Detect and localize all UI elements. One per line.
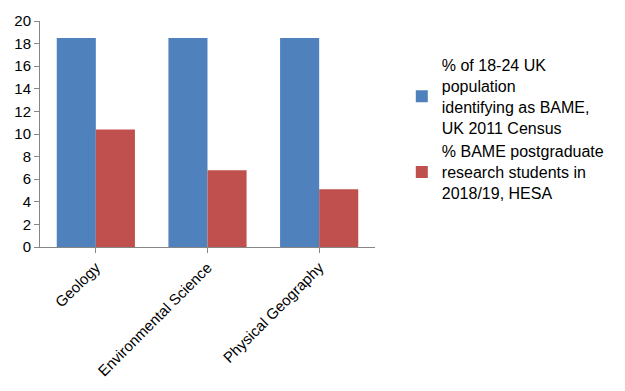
svg-text:% BAME postgraduateresearch st: % BAME postgraduateresearch students in2…	[442, 143, 604, 202]
svg-text:8: 8	[23, 148, 31, 165]
svg-text:Physical Geography: Physical Geography	[220, 259, 327, 366]
svg-text:20: 20	[14, 12, 31, 29]
svg-text:18: 18	[14, 35, 31, 52]
svg-text:14: 14	[14, 80, 31, 97]
svg-text:4: 4	[23, 193, 31, 210]
svg-text:6: 6	[23, 170, 31, 187]
svg-text:12: 12	[14, 103, 31, 120]
svg-text:% of 18-24 UKpopulationidentif: % of 18-24 UKpopulationidentifying as BA…	[442, 57, 590, 136]
svg-text:Environmental Science: Environmental Science	[94, 259, 215, 380]
svg-text:16: 16	[14, 57, 31, 74]
svg-text:10: 10	[14, 125, 31, 142]
svg-text:2: 2	[23, 216, 31, 233]
svg-text:Geology: Geology	[52, 259, 104, 311]
svg-text:0: 0	[23, 238, 31, 255]
